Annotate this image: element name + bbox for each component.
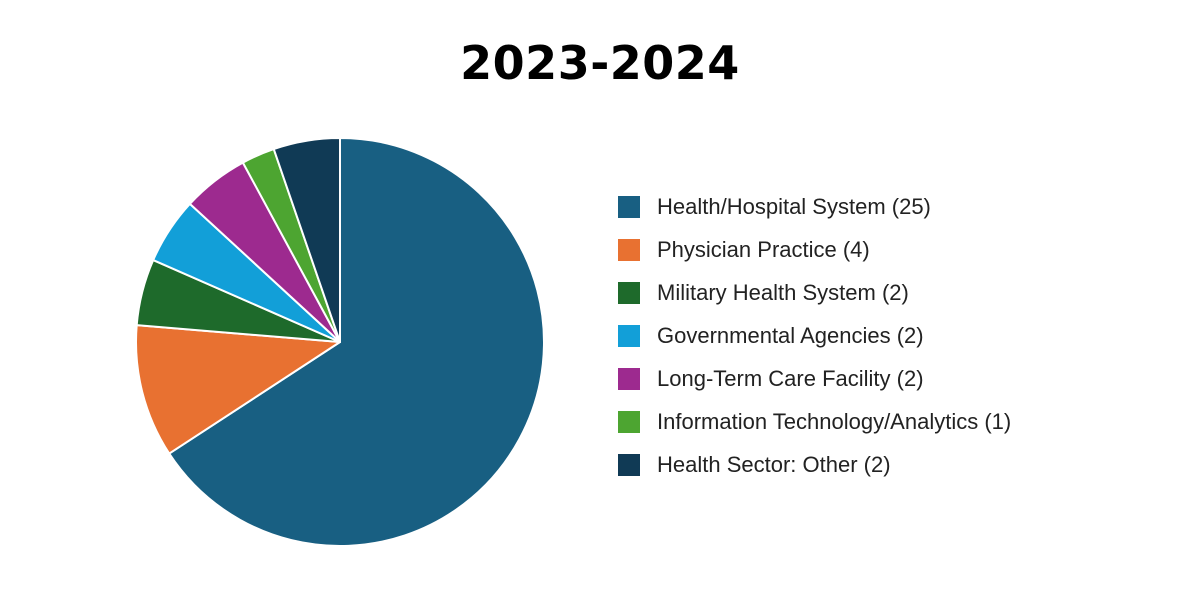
legend-label: Information Technology/Analytics (1) — [657, 408, 1012, 434]
legend-label: Military Health System (2) — [657, 279, 909, 305]
chart-title: 2023-2024 — [460, 36, 740, 90]
pie-slice-0 — [168, 137, 545, 547]
legend-item: Physician Practice (4) — [618, 228, 1011, 271]
legend-item: Military Health System (2) — [618, 271, 1011, 314]
legend-swatch — [618, 410, 640, 433]
legend-label: Governmental Agencies (2) — [657, 322, 924, 348]
pie-slice-1 — [135, 324, 341, 455]
legend-label: Health Sector: Other (2) — [657, 451, 891, 477]
legend-item: Governmental Agencies (2) — [618, 314, 1011, 357]
legend-swatch — [618, 238, 640, 261]
legend-swatch — [618, 453, 640, 476]
legend-label: Physician Practice (4) — [657, 236, 870, 262]
legend-label: Long-Term Care Facility (2) — [657, 365, 924, 391]
legend-item: Health/Hospital System (25) — [618, 185, 1011, 228]
legend-label: Health/Hospital System (25) — [657, 193, 931, 219]
legend-swatch — [618, 367, 640, 390]
pie-slice-6 — [272, 137, 341, 343]
legend-swatch — [618, 195, 640, 218]
legend: Health/Hospital System (25) Physician Pra… — [618, 185, 1011, 486]
legend-item: Information Technology/Analytics (1) — [618, 400, 1011, 443]
legend-item: Long-Term Care Facility (2) — [618, 357, 1011, 400]
legend-item: Health Sector: Other (2) — [618, 443, 1011, 486]
legend-swatch — [618, 324, 640, 347]
legend-swatch — [618, 281, 640, 304]
